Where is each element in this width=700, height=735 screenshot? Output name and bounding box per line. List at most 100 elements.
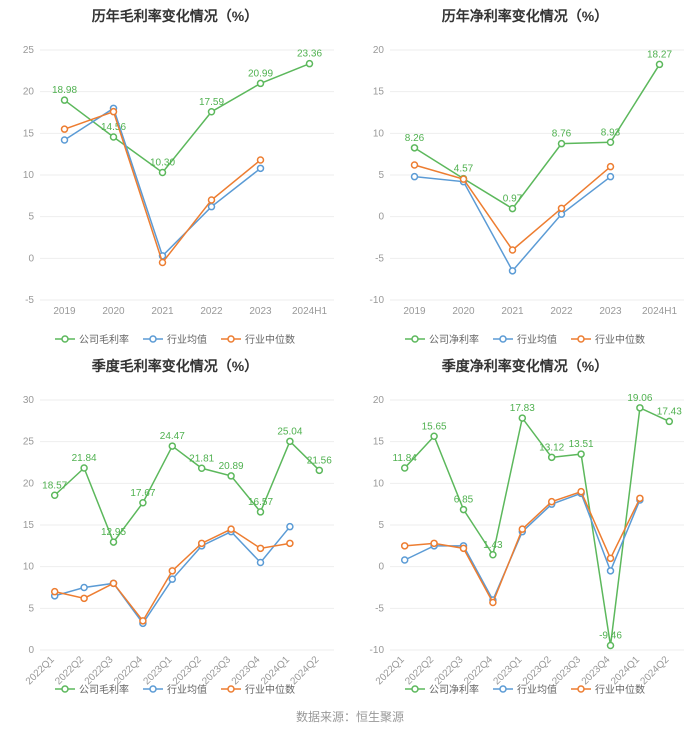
legend-item: 行业均值: [493, 681, 557, 696]
svg-text:-9.46: -9.46: [599, 631, 622, 642]
svg-text:18.27: 18.27: [647, 49, 672, 60]
svg-text:20: 20: [23, 478, 35, 489]
svg-text:20.89: 20.89: [219, 461, 244, 472]
svg-text:12.95: 12.95: [101, 527, 126, 538]
chart-quarter-gross: 季度毛利率变化情况（%）0510152025302022Q12022Q22022…: [0, 350, 350, 700]
legend-label: 行业中位数: [595, 331, 645, 346]
svg-text:6.85: 6.85: [454, 495, 474, 506]
svg-text:2024H1: 2024H1: [642, 306, 677, 317]
legend-label: 公司毛利率: [79, 681, 129, 696]
svg-text:2020: 2020: [102, 306, 125, 317]
legend-swatch-icon: [493, 684, 513, 694]
legend-item: 行业中位数: [571, 331, 645, 346]
svg-text:8.76: 8.76: [552, 129, 572, 140]
legend-label: 行业均值: [517, 681, 557, 696]
legend-item: 公司毛利率: [55, 331, 129, 346]
legend-label: 行业中位数: [595, 681, 645, 696]
legend-swatch-icon: [55, 334, 75, 344]
svg-text:10.30: 10.30: [150, 158, 175, 169]
svg-text:17.43: 17.43: [657, 406, 682, 417]
svg-text:2019: 2019: [403, 306, 426, 317]
legend-item: 公司毛利率: [55, 681, 129, 696]
svg-text:2021: 2021: [151, 306, 174, 317]
svg-text:17.67: 17.67: [130, 488, 155, 499]
svg-text:20.99: 20.99: [248, 68, 273, 79]
svg-text:0: 0: [378, 212, 384, 223]
svg-text:5: 5: [28, 603, 34, 614]
legend-item: 行业中位数: [221, 331, 295, 346]
svg-text:13.12: 13.12: [539, 442, 564, 453]
legend-label: 行业均值: [167, 681, 207, 696]
legend-label: 行业均值: [517, 331, 557, 346]
svg-text:-10: -10: [370, 295, 385, 306]
svg-text:15: 15: [373, 87, 385, 98]
svg-text:5: 5: [28, 212, 34, 223]
legend-swatch-icon: [55, 684, 75, 694]
svg-text:15: 15: [373, 437, 385, 448]
chart-annual-net: 历年净利率变化情况（%）-10-505101520201920202021202…: [350, 0, 700, 350]
svg-text:14.56: 14.56: [101, 122, 126, 133]
svg-text:2023: 2023: [249, 306, 272, 317]
chart-quarter-net: 季度净利率变化情况（%）-10-5051015202022Q12022Q2202…: [350, 350, 700, 700]
svg-text:10: 10: [23, 562, 35, 573]
svg-text:10: 10: [23, 170, 35, 181]
svg-text:11.84: 11.84: [393, 453, 418, 464]
chart-annual-gross: 历年毛利率变化情况（%）-505101520252019202020212022…: [0, 0, 350, 350]
svg-text:17.83: 17.83: [510, 403, 535, 414]
svg-text:-10: -10: [370, 645, 385, 656]
svg-text:30: 30: [23, 395, 35, 406]
svg-text:16.57: 16.57: [248, 497, 273, 508]
legend-swatch-icon: [405, 334, 425, 344]
legend-label: 公司净利率: [429, 681, 479, 696]
svg-text:2020: 2020: [452, 306, 475, 317]
chart-legend: 公司净利率 行业均值 行业中位数: [350, 681, 700, 696]
legend-swatch-icon: [571, 334, 591, 344]
legend-swatch-icon: [571, 684, 591, 694]
chart-legend: 公司毛利率 行业均值 行业中位数: [0, 681, 350, 696]
svg-text:2021: 2021: [501, 306, 524, 317]
svg-text:15.65: 15.65: [422, 421, 447, 432]
svg-text:13.51: 13.51: [569, 439, 594, 450]
svg-text:2022: 2022: [200, 306, 223, 317]
legend-label: 行业均值: [167, 331, 207, 346]
chart-legend: 公司毛利率 行业均值 行业中位数: [0, 331, 350, 346]
legend-label: 公司毛利率: [79, 331, 129, 346]
svg-text:0: 0: [378, 562, 384, 573]
legend-item: 行业均值: [493, 331, 557, 346]
chart-grid: 历年毛利率变化情况（%）-505101520252019202020212022…: [0, 0, 700, 700]
legend-swatch-icon: [143, 334, 163, 344]
legend-label: 行业中位数: [245, 681, 295, 696]
svg-text:25: 25: [23, 437, 35, 448]
svg-text:0: 0: [28, 253, 34, 264]
legend-swatch-icon: [405, 684, 425, 694]
legend-label: 公司净利率: [429, 331, 479, 346]
svg-text:10: 10: [373, 478, 385, 489]
svg-text:5: 5: [378, 520, 384, 531]
svg-text:21.84: 21.84: [72, 453, 97, 464]
svg-text:2024H1: 2024H1: [292, 306, 327, 317]
svg-text:4.57: 4.57: [454, 164, 474, 175]
svg-text:2022: 2022: [550, 306, 573, 317]
svg-text:2023: 2023: [599, 306, 622, 317]
svg-text:19.06: 19.06: [627, 393, 652, 404]
legend-item: 行业中位数: [571, 681, 645, 696]
svg-text:8.26: 8.26: [405, 133, 425, 144]
svg-text:10: 10: [373, 128, 385, 139]
svg-text:25: 25: [23, 45, 35, 56]
svg-text:20: 20: [373, 395, 385, 406]
svg-text:20: 20: [23, 87, 35, 98]
svg-text:21.56: 21.56: [307, 455, 332, 466]
svg-text:23.36: 23.36: [297, 49, 322, 60]
legend-swatch-icon: [493, 334, 513, 344]
legend-swatch-icon: [221, 684, 241, 694]
svg-text:18.57: 18.57: [42, 480, 67, 491]
legend-label: 行业中位数: [245, 331, 295, 346]
legend-swatch-icon: [221, 334, 241, 344]
legend-item: 行业均值: [143, 681, 207, 696]
svg-text:21.81: 21.81: [189, 453, 214, 464]
svg-text:8.93: 8.93: [601, 127, 621, 138]
svg-text:24.47: 24.47: [160, 431, 185, 442]
svg-text:15: 15: [23, 520, 35, 531]
svg-text:-5: -5: [375, 253, 384, 264]
svg-text:18.98: 18.98: [52, 85, 77, 96]
